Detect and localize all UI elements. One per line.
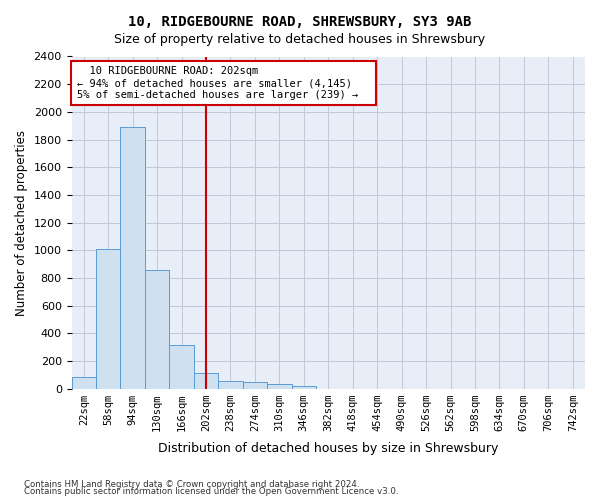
Bar bbox=[71, 378, 96, 388]
Text: Contains public sector information licensed under the Open Government Licence v3: Contains public sector information licen… bbox=[24, 487, 398, 496]
Bar bbox=[194, 372, 218, 388]
Bar bbox=[292, 386, 316, 388]
Bar bbox=[121, 127, 145, 388]
Text: Contains HM Land Registry data © Crown copyright and database right 2024.: Contains HM Land Registry data © Crown c… bbox=[24, 480, 359, 489]
Y-axis label: Number of detached properties: Number of detached properties bbox=[15, 130, 28, 316]
Text: Size of property relative to detached houses in Shrewsbury: Size of property relative to detached ho… bbox=[115, 32, 485, 46]
Bar bbox=[218, 381, 242, 388]
X-axis label: Distribution of detached houses by size in Shrewsbury: Distribution of detached houses by size … bbox=[158, 442, 499, 455]
Bar bbox=[96, 249, 121, 388]
Bar bbox=[267, 384, 292, 388]
Bar bbox=[242, 382, 267, 388]
Bar bbox=[145, 270, 169, 388]
Text: 10 RIDGEBOURNE ROAD: 202sqm
← 94% of detached houses are smaller (4,145)
5% of s: 10 RIDGEBOURNE ROAD: 202sqm ← 94% of det… bbox=[77, 66, 370, 100]
Bar bbox=[169, 345, 194, 389]
Text: 10, RIDGEBOURNE ROAD, SHREWSBURY, SY3 9AB: 10, RIDGEBOURNE ROAD, SHREWSBURY, SY3 9A… bbox=[128, 15, 472, 29]
